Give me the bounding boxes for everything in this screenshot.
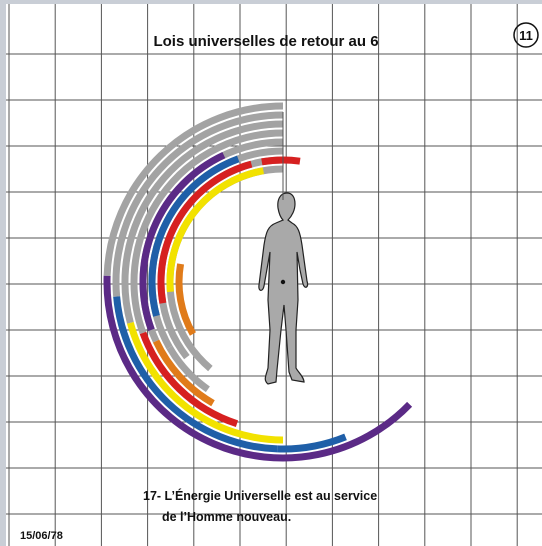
- page-number: 11: [519, 28, 533, 43]
- date: 15/06/78: [20, 530, 63, 542]
- center-point: [281, 280, 285, 284]
- arc: [262, 160, 300, 162]
- page: Lois universelles de retour au 6 11 17- …: [0, 0, 542, 546]
- caption-line: 17- L’Énergie Universelle est au service: [143, 488, 377, 503]
- title: Lois universelles de retour au 6: [153, 33, 378, 50]
- caption-line: de l’Homme nouveau.: [162, 510, 291, 524]
